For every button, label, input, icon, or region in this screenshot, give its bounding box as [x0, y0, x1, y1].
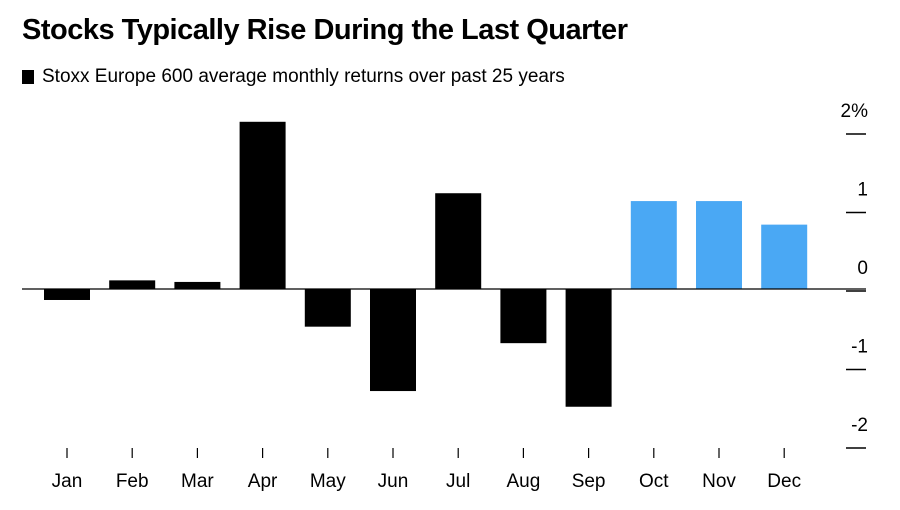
chart-title: Stocks Typically Rise During the Last Qu… — [22, 14, 628, 46]
y-tick-label-0: 2% — [841, 101, 869, 122]
bar-oct — [630, 201, 677, 289]
x-tick-label-nov: Nov — [702, 471, 736, 492]
legend-swatch — [22, 70, 34, 84]
x-tick-label-apr: Apr — [248, 471, 278, 492]
x-tick-label-oct: Oct — [639, 471, 669, 492]
y-tick-label-4: -2 — [851, 415, 868, 436]
x-tick-label-sep: Sep — [572, 471, 606, 492]
bar-jun — [370, 289, 416, 392]
bar-may — [304, 289, 351, 327]
x-tick-label-may: May — [310, 471, 346, 492]
x-tick-label-feb: Feb — [116, 471, 149, 492]
x-tick-label-aug: Aug — [506, 471, 540, 492]
bar-sep — [565, 289, 612, 407]
x-tick-label-mar: Mar — [181, 471, 214, 492]
bar-apr — [239, 121, 286, 289]
legend-label: Stoxx Europe 600 average monthly returns… — [42, 66, 565, 87]
bar-jan — [44, 289, 90, 300]
x-tick-label-jul: Jul — [446, 471, 470, 492]
x-tick-label-jan: Jan — [52, 471, 83, 492]
bar-feb — [109, 280, 156, 289]
x-tick-label-jun: Jun — [378, 471, 409, 492]
x-tick-label-dec: Dec — [767, 471, 801, 492]
bar-dec — [761, 224, 808, 289]
y-tick-label-3: -1 — [851, 337, 868, 358]
bar-nov — [696, 201, 742, 289]
bar-jul — [435, 193, 482, 289]
y-tick-label-1: 1 — [857, 180, 868, 201]
bar-mar — [174, 281, 221, 289]
y-tick-label-2: 0 — [857, 258, 868, 279]
bar-aug — [500, 289, 547, 344]
legend: Stoxx Europe 600 average monthly returns… — [22, 66, 565, 88]
